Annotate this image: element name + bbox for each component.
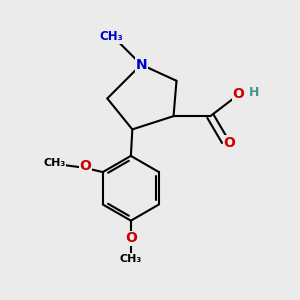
Text: H: H	[249, 86, 260, 99]
Text: O: O	[224, 136, 236, 150]
Text: O: O	[79, 159, 91, 173]
Text: O: O	[232, 87, 244, 101]
Text: O: O	[125, 231, 137, 245]
Text: CH₃: CH₃	[120, 254, 142, 264]
Text: CH₃: CH₃	[43, 158, 65, 168]
Text: N: N	[135, 58, 147, 72]
Text: CH₃: CH₃	[100, 30, 124, 43]
